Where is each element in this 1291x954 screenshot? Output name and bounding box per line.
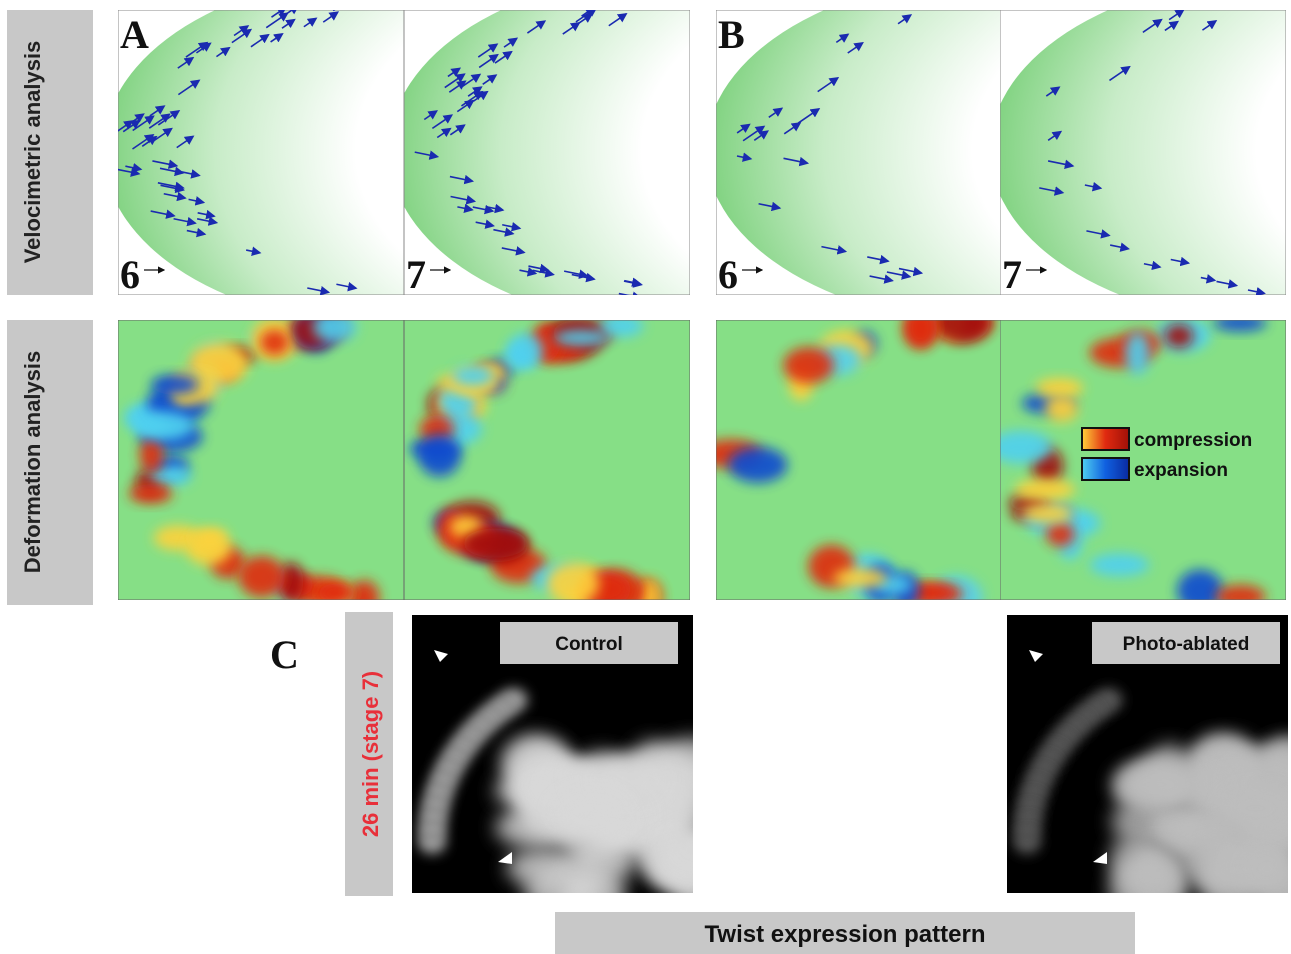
row-label: Deformation analysis: [20, 351, 45, 574]
deformation-image: [699, 302, 1002, 618]
nucleus-glow: [554, 792, 627, 838]
velocity-image: [990, 0, 1291, 325]
deformation-blob: [1125, 332, 1150, 375]
deformation-blob: [933, 302, 990, 343]
stage-label: 7: [1002, 252, 1022, 297]
deformation-blob: [600, 314, 644, 337]
deformation-blob: [508, 333, 544, 369]
deformation-blob: [1177, 570, 1223, 612]
deformation-blob: [129, 485, 173, 504]
stage-label: 6: [120, 252, 140, 297]
velocity-arrow: [352, 0, 370, 8]
nucleus-glow: [664, 827, 733, 874]
legend-swatch: [1082, 458, 1129, 480]
deformation-blob: [1015, 479, 1076, 500]
deformation-blob: [313, 312, 357, 343]
deformation-blob: [349, 580, 379, 615]
deformation-blob: [783, 347, 833, 383]
nucleus-glow: [1013, 830, 1041, 854]
velocity-arrow: [617, 0, 630, 3]
deformation-blob: [546, 563, 599, 605]
deformation-blob: [194, 528, 228, 547]
caption: Twist expression pattern: [705, 921, 986, 948]
row-label: Velocimetric analysis: [20, 41, 45, 264]
panel-letter: B: [718, 12, 745, 57]
deformation-blob: [1022, 504, 1072, 523]
velocity-arrow: [624, 296, 640, 299]
legend-label: expansion: [1134, 460, 1228, 481]
deformation-blob: [1046, 522, 1074, 546]
deformation-blob: [1045, 395, 1079, 423]
deformation-blob: [418, 434, 461, 476]
deformation-blob: [139, 438, 163, 471]
velocity-arrow: [333, 0, 351, 11]
nucleus-glow: [598, 756, 663, 800]
deformation-blob: [553, 329, 609, 346]
stage-label: 6: [718, 252, 738, 297]
deformation-blob: [1165, 324, 1194, 348]
deformation-blob: [260, 330, 289, 355]
deformation-blob: [833, 568, 887, 588]
velocity-arrow: [646, 0, 660, 9]
nucleus-glow: [418, 830, 446, 854]
deformation-blob: [728, 447, 787, 483]
deformation-blob: [1216, 585, 1266, 608]
deformation-blob: [238, 556, 285, 598]
deformation-blob: [318, 584, 356, 602]
panel-letter: A: [120, 12, 149, 57]
nucleus-glow: [1132, 845, 1184, 895]
figure: Velocimetric analysis Deformation analys…: [0, 0, 1291, 954]
image-label: Photo-ablated: [1123, 634, 1250, 655]
velocity-arrow: [1257, 298, 1275, 302]
deformation-blob: [151, 375, 199, 395]
deformation-blob: [452, 365, 494, 386]
time-label: 26 min (stage 7): [358, 671, 383, 837]
nucleus-glow: [1218, 784, 1291, 832]
nucleus-glow: [1112, 761, 1197, 808]
deformation-blob: [463, 529, 527, 558]
deformation-blob: [1213, 314, 1266, 331]
deformation-blob: [903, 307, 937, 349]
image-panels: [103, 0, 1291, 617]
deformation-image: [118, 310, 404, 615]
legend-swatch: [1082, 428, 1129, 450]
velocity-arrow: [630, 0, 648, 9]
deformation-blob: [1090, 553, 1150, 576]
image-label: Control: [555, 634, 623, 655]
legend-label: compression: [1134, 430, 1252, 451]
panel-letter: C: [270, 632, 299, 677]
nucleus-glow: [1241, 846, 1291, 891]
deformation-blob: [137, 411, 194, 440]
deformation-image: [404, 314, 690, 616]
stage-label: 7: [406, 252, 426, 297]
